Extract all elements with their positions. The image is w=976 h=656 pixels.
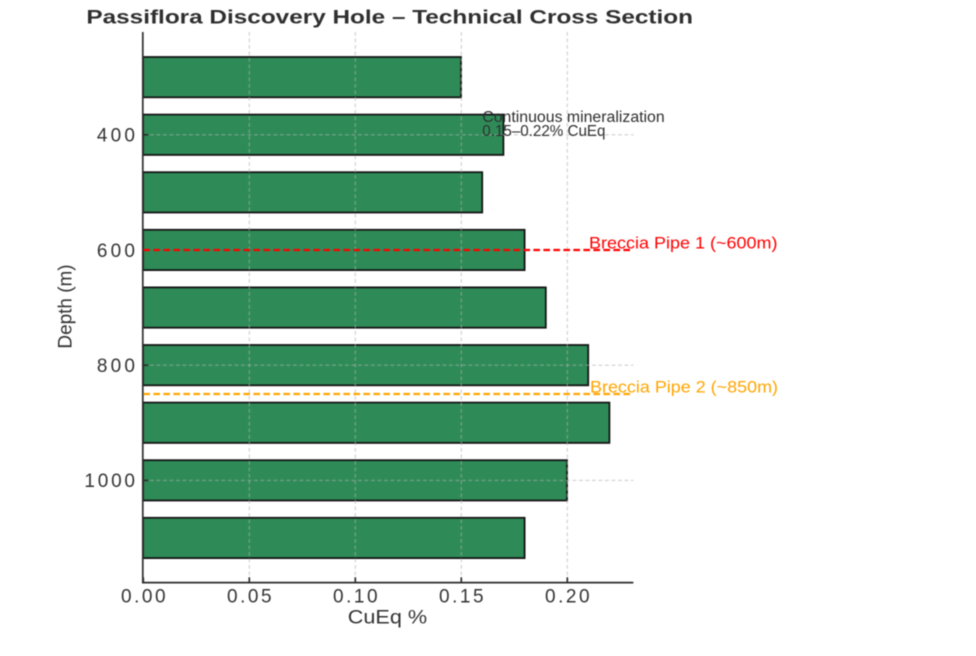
svg-text:0.20: 0.20: [545, 587, 590, 608]
svg-text:0.10: 0.10: [333, 587, 378, 608]
svg-text:Depth (m): Depth (m): [56, 264, 77, 348]
svg-text:Breccia Pipe 2 (~850m): Breccia Pipe 2 (~850m): [590, 378, 778, 397]
svg-text:800: 800: [97, 356, 135, 377]
svg-text:600: 600: [97, 241, 135, 262]
svg-text:0.00: 0.00: [121, 587, 166, 608]
svg-text:Breccia Pipe 1 (~600m): Breccia Pipe 1 (~600m): [589, 233, 778, 252]
svg-text:0.05: 0.05: [227, 587, 272, 608]
svg-text:0.15: 0.15: [439, 587, 484, 608]
svg-text:Passiflora Discovery Hole – Te: Passiflora Discovery Hole – Technical Cr…: [86, 7, 693, 28]
svg-text:400: 400: [97, 126, 135, 147]
svg-text:Continuous mineralization: Continuous mineralization: [482, 109, 664, 126]
svg-text:0.15–0.22% CuEq: 0.15–0.22% CuEq: [482, 123, 605, 140]
svg-text:CuEq %: CuEq %: [348, 607, 427, 628]
